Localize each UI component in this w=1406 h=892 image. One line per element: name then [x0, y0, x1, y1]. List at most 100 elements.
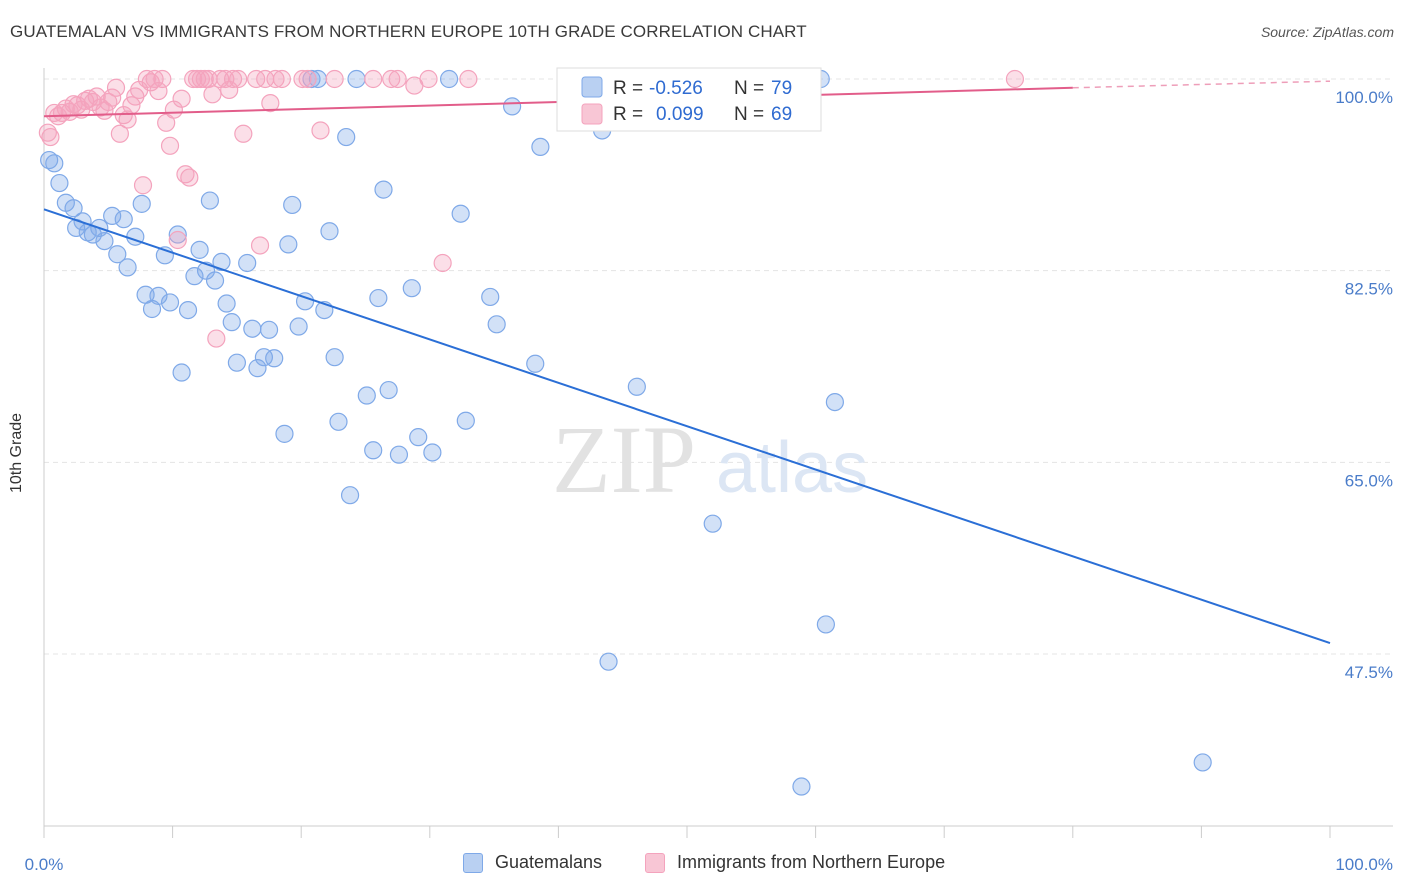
legend-swatch-northern-europe-bottom [645, 852, 665, 873]
legend-swatch-guatemalans-bottom [463, 852, 483, 873]
source-label: Source: ZipAtlas.com [1260, 24, 1394, 40]
guatemalan-point [364, 441, 383, 460]
legend-swatch-northern-europe [581, 103, 603, 125]
guatemalan-point [531, 137, 550, 157]
northern-europe-point [160, 136, 180, 155]
guatemalan-point [178, 300, 198, 320]
x-tick-label-max: 100.0% [1335, 855, 1393, 874]
northern-europe-trend-extension [1072, 80, 1331, 89]
guatemalan-point [337, 127, 356, 147]
guatemalan-point [329, 412, 348, 431]
northern-europe-point [272, 69, 292, 89]
guatemalan-point [172, 363, 191, 382]
northern-europe-point [364, 69, 383, 89]
guatemalan-point [259, 320, 279, 339]
legend-r-label-1: R = [613, 78, 643, 99]
x-tick-label-min: 0.0% [25, 855, 64, 874]
legend-n-label-1: N = [734, 78, 764, 99]
legend-n-label-2: N = [734, 104, 764, 125]
legend-n-value-1: 79 [771, 78, 792, 99]
northern-europe-point [153, 69, 172, 89]
guatemalan-point [185, 267, 204, 286]
guatemalan-point [114, 210, 133, 229]
guatemalan-point [205, 271, 225, 290]
y-tick-label: 47.5% [1345, 663, 1393, 682]
y-tick-label: 82.5% [1345, 280, 1393, 299]
guatemalan-point [200, 191, 219, 210]
northern-europe-point [250, 236, 270, 255]
guatemalan-point [222, 313, 241, 332]
guatemalan-point [409, 428, 428, 447]
guatemalan-point [825, 392, 844, 412]
guatemalan-point [108, 245, 127, 264]
watermark: ZIP atlas [552, 406, 868, 513]
legend-item-guatemalans[interactable]: Guatemalans [463, 852, 602, 873]
northern-europe-point [191, 69, 210, 89]
legend-r-value-2: 0.099 [656, 104, 704, 125]
northern-europe-point [195, 69, 214, 89]
guatemalan-point [283, 195, 302, 215]
northern-europe-point [103, 88, 122, 107]
guatemalan-point [487, 315, 506, 334]
northern-europe-point [149, 81, 168, 101]
northern-europe-point [459, 69, 478, 89]
guatemalan-point [439, 69, 459, 89]
guatemalan-point [118, 258, 137, 277]
guatemalan-point [149, 286, 168, 305]
northern-europe-point [145, 69, 164, 89]
guatemalan-point [295, 292, 315, 311]
legend-r-label-2: R = [613, 104, 643, 125]
guatemalan-point [451, 204, 470, 223]
guatemalan-point [45, 154, 64, 173]
northern-europe-point [1005, 69, 1025, 89]
guatemalan-point [275, 424, 294, 443]
northern-europe-point [216, 69, 235, 89]
watermark-zip: ZIP [552, 406, 696, 513]
northern-europe-point [419, 69, 438, 89]
correlation-legend: R = -0.526 N = 79 R = 0.099 N = 69 [556, 67, 822, 132]
guatemalan-trend-line [43, 208, 1331, 644]
guatemalan-point [279, 235, 298, 254]
northern-europe-point [266, 69, 285, 89]
northern-europe-point [325, 69, 344, 89]
guatemalan-point [50, 173, 69, 193]
guatemalan-point [190, 240, 209, 259]
northern-europe-point [133, 176, 153, 195]
guatemalan-point [792, 777, 811, 796]
northern-europe-point [223, 69, 243, 89]
tick-labels: 100.0% 82.5% 65.0% 47.5% 0.0% 100.0% [25, 88, 1393, 874]
guatemalan-point [168, 225, 187, 244]
northern-europe-point [41, 127, 60, 147]
data-points [38, 69, 1212, 796]
northern-europe-point [172, 89, 191, 108]
legend-label-northern-europe: Immigrants from Northern Europe [677, 852, 946, 872]
guatemalan-point [456, 411, 475, 430]
guatemalan-point [423, 443, 442, 462]
northern-europe-point [168, 230, 187, 250]
guatemalan-point [227, 353, 246, 372]
guatemalan-point [64, 199, 83, 218]
legend-item-northern-europe[interactable]: Immigrants from Northern Europe [645, 852, 945, 873]
guatemalan-point [40, 150, 59, 170]
legend-swatch-guatemalans [581, 76, 603, 98]
guatemalan-point [320, 222, 339, 241]
guatemalan-point [103, 206, 122, 226]
guatemalan-point [526, 354, 545, 373]
guatemalan-point [1193, 753, 1212, 772]
legend-n-value-2: 69 [771, 104, 792, 125]
northern-europe-point [106, 78, 126, 97]
guatemalan-point [357, 386, 376, 405]
guatemalan-point [265, 349, 284, 368]
guatemalan-point [340, 486, 360, 505]
guatemalan-point [95, 231, 114, 251]
guatemalan-point [369, 288, 388, 308]
northern-europe-point [298, 69, 317, 89]
legend-r-value-1: -0.526 [649, 78, 703, 99]
guatemalan-point [132, 194, 151, 213]
guatemalan-point [627, 377, 646, 396]
guatemalan-point [238, 253, 257, 273]
guatemalan-point [503, 97, 522, 116]
guatemalan-point [481, 287, 500, 307]
guatemalan-point [703, 514, 722, 533]
